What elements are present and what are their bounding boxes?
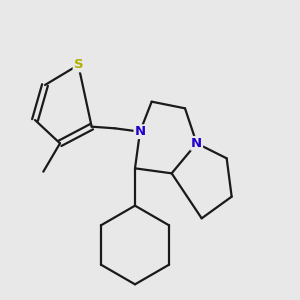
Text: S: S xyxy=(74,58,83,71)
Text: N: N xyxy=(134,125,146,138)
Text: N: N xyxy=(191,137,202,150)
